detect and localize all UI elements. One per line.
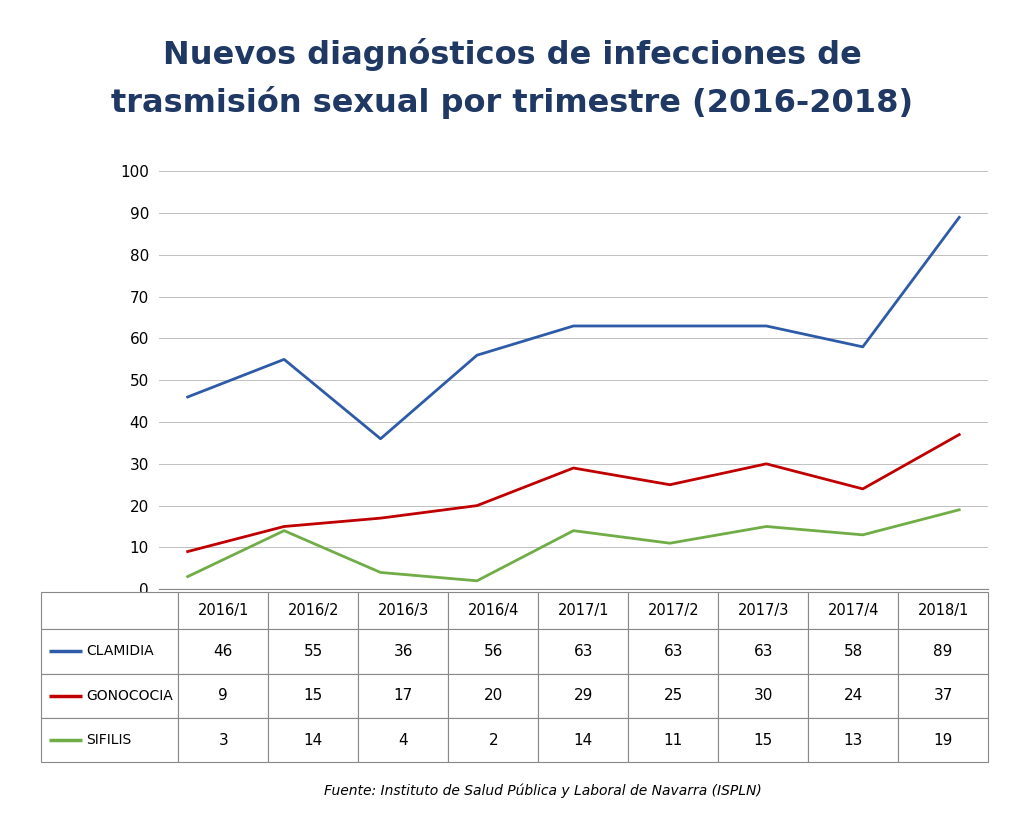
Bar	[449, 630, 539, 673]
Bar	[718, 718, 808, 762]
Bar	[449, 673, 539, 718]
Text: 19: 19	[934, 733, 953, 747]
Bar	[629, 592, 718, 630]
Text: 9: 9	[218, 688, 228, 703]
Bar	[358, 630, 449, 673]
Text: 63: 63	[754, 644, 773, 659]
Text: 2: 2	[488, 733, 498, 747]
Bar	[178, 592, 268, 630]
Bar	[358, 673, 449, 718]
Text: GONOCOCIA: GONOCOCIA	[86, 689, 173, 703]
Text: 56: 56	[483, 644, 503, 659]
Text: 2017/3: 2017/3	[737, 603, 788, 618]
Text: CLAMIDIA: CLAMIDIA	[86, 644, 154, 658]
Text: SIFILIS: SIFILIS	[86, 733, 131, 747]
Bar	[718, 630, 808, 673]
Text: 30: 30	[754, 688, 773, 703]
Text: 46: 46	[214, 644, 233, 659]
Bar	[41, 630, 178, 673]
Text: 37: 37	[934, 688, 953, 703]
Text: 14: 14	[573, 733, 593, 747]
Text: 4: 4	[398, 733, 409, 747]
Bar	[449, 718, 539, 762]
Text: 15: 15	[754, 733, 773, 747]
Bar	[808, 592, 898, 630]
Bar	[898, 718, 988, 762]
Bar	[41, 592, 178, 630]
Bar	[41, 673, 178, 718]
Bar	[449, 592, 539, 630]
Text: 63: 63	[664, 644, 683, 659]
Text: 2017/2: 2017/2	[647, 603, 699, 618]
Text: 24: 24	[844, 688, 863, 703]
Text: 89: 89	[934, 644, 953, 659]
Bar	[898, 673, 988, 718]
Bar	[358, 592, 449, 630]
Text: 2018/1: 2018/1	[918, 603, 969, 618]
Text: 17: 17	[393, 688, 413, 703]
Text: 25: 25	[664, 688, 683, 703]
Bar	[898, 592, 988, 630]
Bar	[629, 630, 718, 673]
Bar	[268, 673, 358, 718]
Bar	[718, 592, 808, 630]
Text: Fuente: Instituto de Salud Pública y Laboral de Navarra (ISPLN): Fuente: Instituto de Salud Pública y Lab…	[324, 784, 762, 798]
Bar	[629, 673, 718, 718]
Bar	[539, 673, 629, 718]
Text: 58: 58	[844, 644, 863, 659]
Text: 3: 3	[218, 733, 228, 747]
Text: 29: 29	[573, 688, 593, 703]
Text: 11: 11	[664, 733, 683, 747]
Text: 55: 55	[304, 644, 323, 659]
Bar	[808, 718, 898, 762]
Bar	[898, 630, 988, 673]
Bar	[539, 592, 629, 630]
Text: 2017/4: 2017/4	[827, 603, 879, 618]
Text: 2016/1: 2016/1	[198, 603, 249, 618]
Bar	[268, 630, 358, 673]
Bar	[178, 630, 268, 673]
Text: 36: 36	[393, 644, 413, 659]
Text: 2016/4: 2016/4	[468, 603, 519, 618]
Bar	[808, 673, 898, 718]
Bar	[268, 718, 358, 762]
Text: 14: 14	[304, 733, 323, 747]
Bar	[539, 718, 629, 762]
Text: 2016/2: 2016/2	[288, 603, 339, 618]
Text: Nuevos diagnósticos de infecciones de
trasmisión sexual por trimestre (2016-2018: Nuevos diagnósticos de infecciones de tr…	[111, 38, 913, 119]
Text: 15: 15	[304, 688, 323, 703]
Bar	[539, 630, 629, 673]
Bar	[178, 673, 268, 718]
Bar	[268, 592, 358, 630]
Text: 2017/1: 2017/1	[557, 603, 609, 618]
Text: 2016/3: 2016/3	[378, 603, 429, 618]
Bar	[718, 673, 808, 718]
Bar	[358, 718, 449, 762]
Bar	[629, 718, 718, 762]
Text: 13: 13	[844, 733, 863, 747]
Bar	[178, 718, 268, 762]
Text: 63: 63	[573, 644, 593, 659]
Bar	[41, 718, 178, 762]
Bar	[808, 630, 898, 673]
Text: 20: 20	[483, 688, 503, 703]
